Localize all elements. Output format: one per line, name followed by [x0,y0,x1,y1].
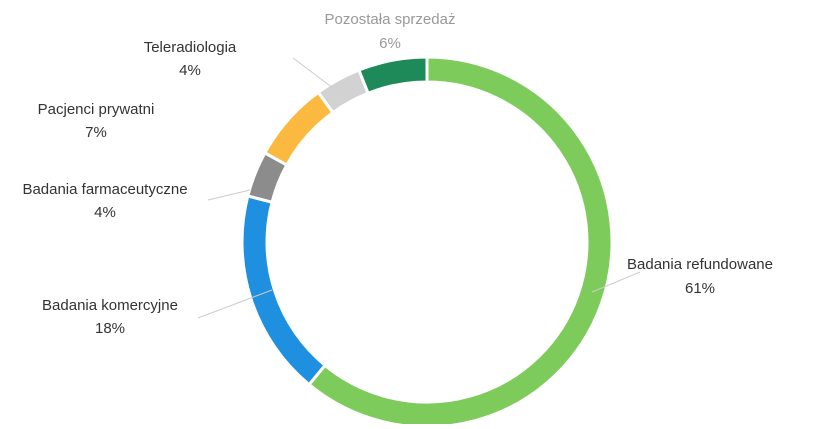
donut-segment [356,55,429,96]
segment-label: Pacjenci prywatni [38,101,155,118]
donut-segment [262,90,336,167]
segment-value-label: 18% [95,320,125,337]
segment-value-label: 4% [94,204,116,221]
donut-segment [240,194,328,387]
leader-line [197,289,273,319]
leader-line [292,57,334,89]
segment-label: Badania refundowane [627,256,773,273]
segment-value-label: 6% [379,35,401,52]
segment-label: Badania farmaceutyczne [22,181,187,198]
leader-line [591,271,641,293]
donut-segment [306,55,614,429]
segment-value-label: 61% [685,280,715,297]
leader-line [207,189,251,201]
segment-value-label: 4% [179,62,201,79]
segment-label: Pozostała sprzedaż [325,11,456,28]
segment-label: Teleradiologia [144,39,237,56]
segment-value-label: 7% [85,124,107,141]
segment-label: Badania komercyjne [42,297,178,314]
